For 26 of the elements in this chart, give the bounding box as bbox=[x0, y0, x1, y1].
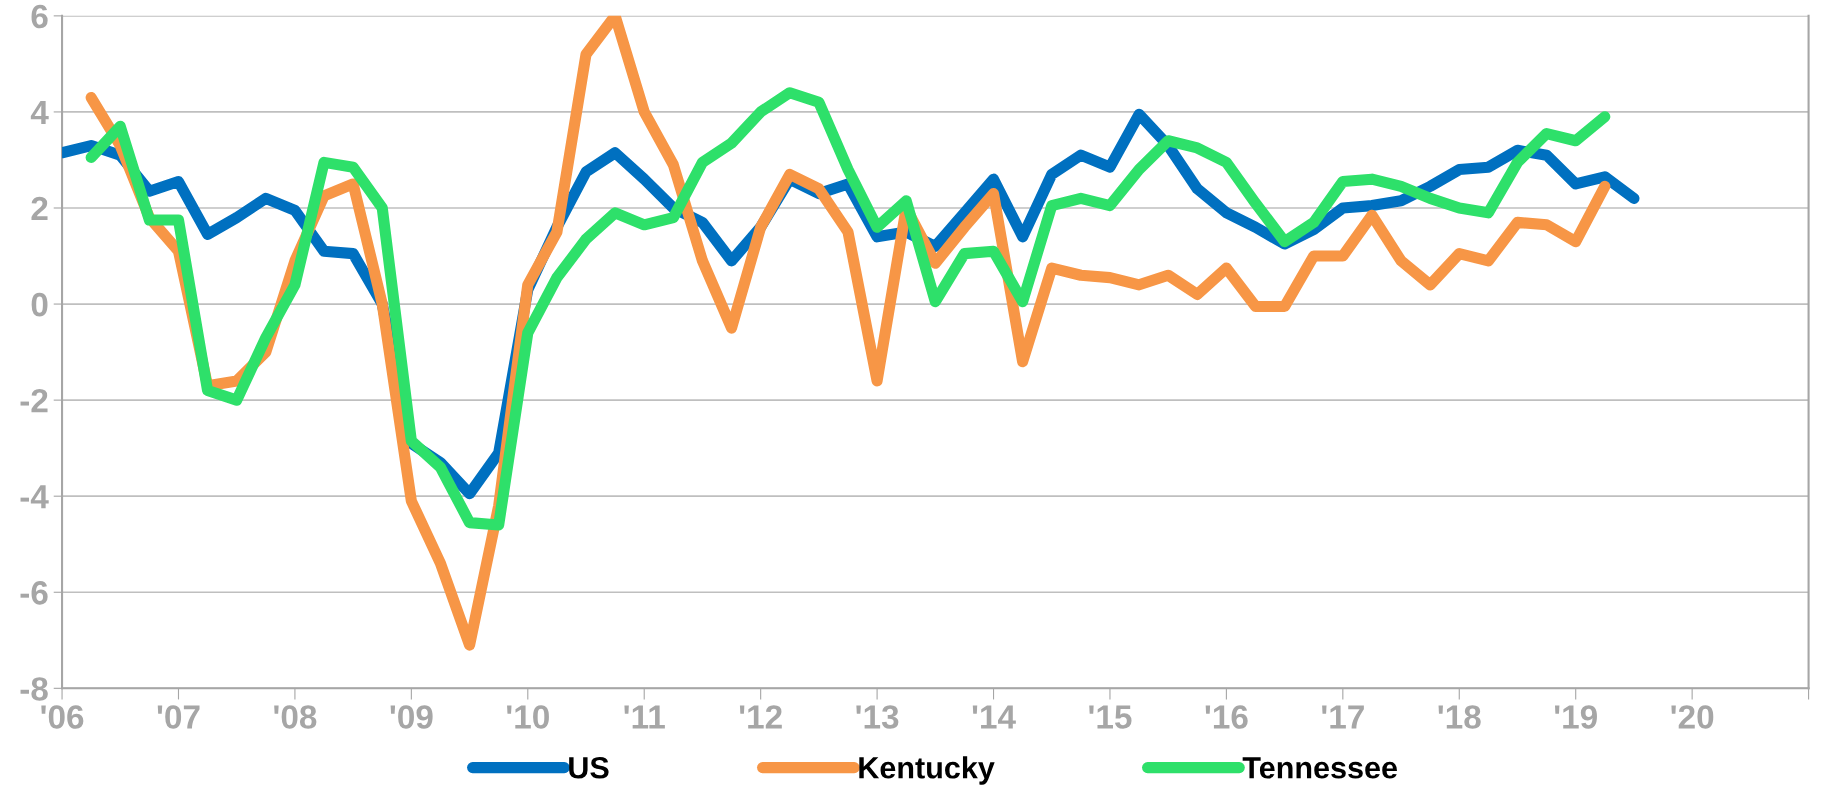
x-tick-label: '08 bbox=[274, 705, 317, 729]
y-tick-label: -8 bbox=[20, 677, 48, 701]
legend-label: Kentucky bbox=[859, 756, 995, 785]
x-tick-label: '07 bbox=[157, 705, 200, 729]
x-tick-label: '18 bbox=[1438, 705, 1481, 729]
x-tick-label: '13 bbox=[856, 705, 899, 729]
x-tick-label: '17 bbox=[1322, 705, 1364, 729]
y-tick-label: 0 bbox=[31, 292, 48, 317]
x-tick-label: '11 bbox=[624, 705, 665, 729]
x-tick-label: '09 bbox=[390, 705, 433, 729]
x-tick-label: '10 bbox=[507, 705, 549, 729]
x-tick-label: '15 bbox=[1089, 705, 1132, 729]
x-tick-label: '16 bbox=[1205, 705, 1248, 729]
legend-label: Tennessee bbox=[1242, 757, 1397, 779]
y-tick-label: 2 bbox=[31, 196, 48, 221]
x-tick-label: '14 bbox=[972, 705, 1016, 729]
y-tick-label: 4 bbox=[30, 101, 49, 124]
y-tick-label: -4 bbox=[20, 485, 49, 509]
legend-label: US bbox=[569, 756, 609, 779]
x-tick-label: '06 bbox=[41, 705, 84, 729]
y-tick-label: 6 bbox=[31, 4, 48, 29]
x-tick-label: '12 bbox=[739, 705, 782, 729]
y-tick-label: -6 bbox=[20, 581, 48, 605]
x-tick-label: '19 bbox=[1554, 705, 1597, 729]
y-tick-label: -2 bbox=[20, 388, 48, 413]
x-tick-label: '20 bbox=[1671, 705, 1714, 729]
